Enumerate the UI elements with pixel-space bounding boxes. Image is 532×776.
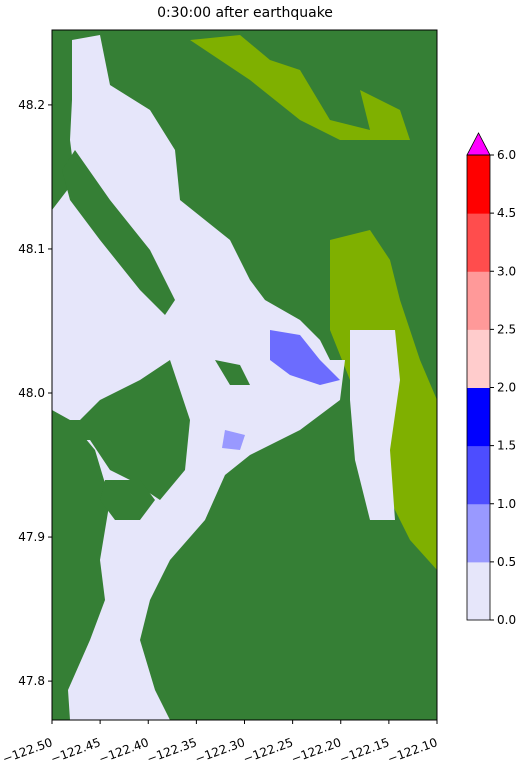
colorbar-segment — [467, 445, 490, 505]
peninsula — [52, 360, 190, 500]
colorbar-tick-label: 2.5 — [497, 322, 516, 336]
colorbar-segment — [467, 561, 490, 621]
x-tick-label: −122.25 — [241, 735, 295, 766]
colorbar-extend — [466, 132, 491, 156]
x-tick-label: −122.40 — [97, 735, 151, 766]
colorbar-tick-label: 0.5 — [497, 555, 516, 569]
water — [350, 330, 400, 520]
colorbar-tick-label: 2.0 — [497, 381, 516, 395]
x-tick-label: −122.45 — [49, 735, 103, 766]
y-tick-label: 48.2 — [18, 98, 45, 112]
map — [52, 30, 437, 720]
island — [62, 150, 175, 315]
x-tick-label: −122.50 — [1, 735, 55, 766]
colorbar-segment — [467, 271, 490, 330]
water — [52, 35, 345, 720]
x-tick-label: −122.15 — [338, 735, 392, 766]
x-tick-label: −122.10 — [386, 735, 440, 766]
colorbar-tick-label: 3.0 — [497, 264, 516, 278]
y-tick-label: 48.1 — [18, 242, 45, 256]
lowland — [190, 35, 410, 140]
y-tick-label: 47.8 — [18, 674, 45, 688]
y-tick-label: 48.0 — [18, 386, 45, 400]
x-tick-label: −122.20 — [289, 735, 343, 766]
colorbar-tick-label: 0.0 — [497, 613, 516, 627]
colorbar-segment — [467, 503, 490, 563]
colorbar-segment — [467, 213, 490, 272]
colorbar-tick-label: 1.0 — [497, 497, 516, 511]
y-tick-label: 47.9 — [18, 530, 45, 544]
island — [215, 360, 250, 385]
chart-title: 0:30:00 after earthquake — [157, 5, 333, 21]
x-tick-label: −122.30 — [193, 735, 247, 766]
colorbar-tick-label: 4.5 — [497, 206, 516, 220]
colorbar-segment — [467, 387, 490, 447]
colorbar-segment — [467, 155, 490, 214]
x-tick-label: −122.35 — [145, 735, 199, 766]
peninsula — [100, 480, 155, 520]
wave — [270, 330, 340, 385]
colorbar-tick-label: 6.0 — [497, 148, 516, 162]
colorbar-tick-label: 1.5 — [497, 439, 516, 453]
colorbar-segment — [467, 329, 490, 388]
wave — [222, 430, 245, 450]
